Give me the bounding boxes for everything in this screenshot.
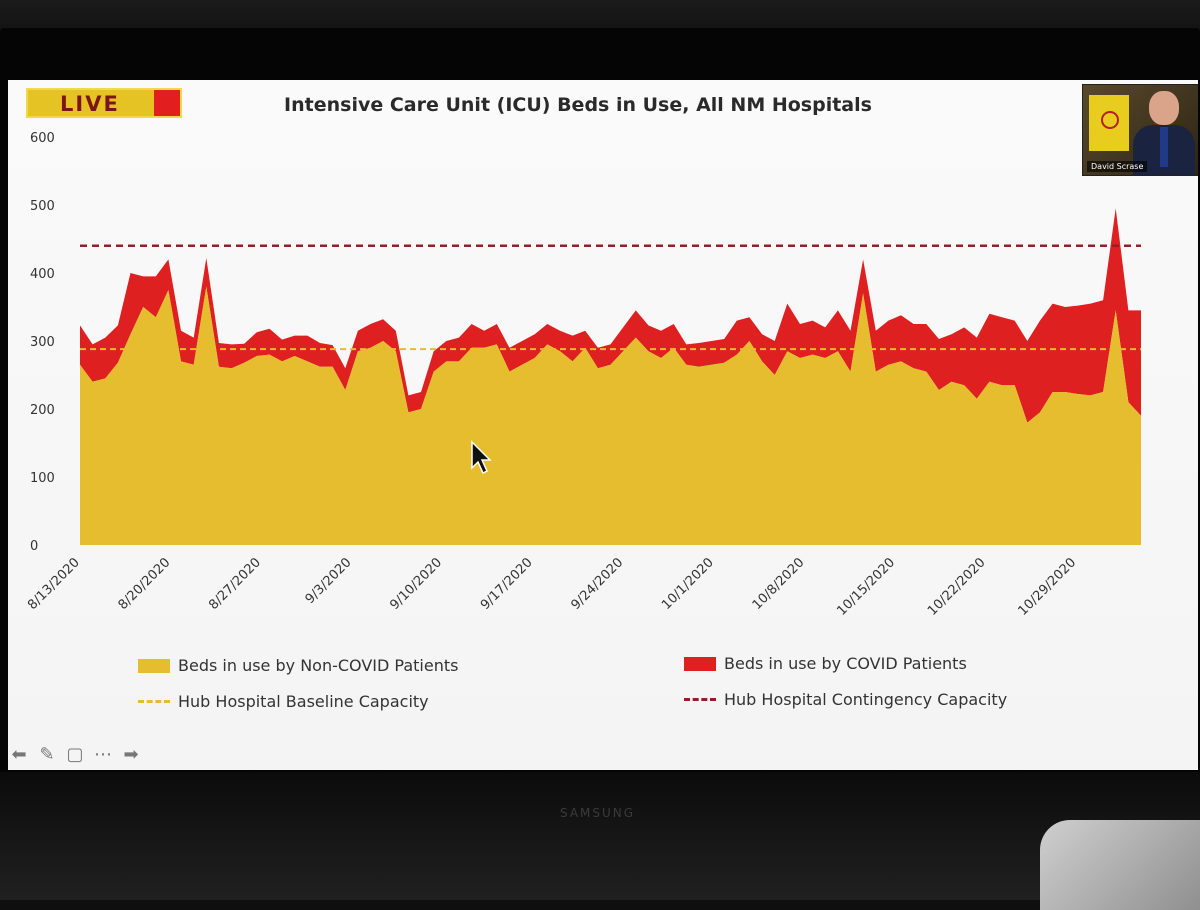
legend-covid: Beds in use by COVID Patients bbox=[684, 654, 967, 673]
legend-baseline-swatch bbox=[138, 700, 170, 703]
x-tick-label-11: 10/29/2020 bbox=[1016, 555, 1080, 619]
subtitles-icon[interactable]: ▢ bbox=[66, 744, 84, 765]
live-badge-red-block bbox=[154, 90, 180, 116]
legend-baseline: Hub Hospital Baseline Capacity bbox=[138, 692, 429, 711]
y-tick-label-6: 600 bbox=[30, 131, 55, 146]
x-tick-label-6: 9/24/2020 bbox=[569, 555, 627, 613]
legend-non-covid-label: Beds in use by Non-COVID Patients bbox=[178, 656, 459, 675]
legend-covid-swatch bbox=[684, 656, 716, 671]
desk-object bbox=[1040, 820, 1200, 910]
x-tick-label-4: 9/10/2020 bbox=[387, 555, 445, 613]
presentation-screen: LIVE Intensive Care Unit (ICU) Beds in U… bbox=[8, 80, 1198, 770]
zia-symbol-icon bbox=[1101, 111, 1119, 129]
x-tick-label-0: 8/13/2020 bbox=[25, 555, 83, 613]
webcam-name-label: David Scrase bbox=[1087, 161, 1148, 172]
legend-baseline-label: Hub Hospital Baseline Capacity bbox=[178, 692, 429, 711]
back-arrow-icon[interactable]: ⬅ bbox=[11, 744, 27, 765]
x-tick-label-8: 10/8/2020 bbox=[750, 555, 808, 613]
legend-non-covid: Beds in use by Non-COVID Patients bbox=[138, 656, 458, 675]
chart-title: Intensive Care Unit (ICU) Beds in Use, A… bbox=[284, 94, 872, 116]
legend-non-covid-swatch bbox=[138, 658, 170, 673]
x-tick-label-9: 10/15/2020 bbox=[834, 555, 898, 619]
x-tick-label-10: 10/22/2020 bbox=[925, 555, 989, 619]
x-tick-label-7: 10/1/2020 bbox=[659, 555, 717, 613]
y-tick-label-2: 200 bbox=[30, 403, 55, 418]
webcam-video-thumbnail[interactable]: David Scrase bbox=[1082, 84, 1198, 176]
non-covid-area-series bbox=[80, 286, 1141, 545]
y-tick-label-4: 400 bbox=[30, 267, 55, 282]
mouse-cursor-icon bbox=[471, 440, 492, 475]
icu-area-chart: 0 100 200 300 400 500 600 8/13/2020 8/20/2020 8/2… bbox=[25, 131, 1141, 619]
monitor-bezel-bottom bbox=[0, 772, 1200, 900]
y-tick-label-5: 500 bbox=[30, 199, 55, 214]
legend-covid-label: Beds in use by COVID Patients bbox=[724, 654, 967, 673]
legend-contingency-label: Hub Hospital Contingency Capacity bbox=[724, 690, 1008, 709]
y-tick-label-3: 300 bbox=[30, 335, 55, 350]
pen-icon[interactable]: ✎ bbox=[39, 744, 55, 765]
slideshow-toolbar: ⬅ ✎ ▢ ⋯ ➡ bbox=[8, 744, 142, 766]
speaker-head bbox=[1149, 91, 1179, 125]
x-tick-label-5: 9/17/2020 bbox=[478, 555, 536, 613]
y-tick-label-1: 100 bbox=[30, 471, 55, 486]
x-tick-label-3: 9/3/2020 bbox=[303, 555, 355, 607]
live-badge-label: LIVE bbox=[60, 92, 120, 116]
y-tick-label-0: 0 bbox=[30, 539, 38, 554]
live-badge: LIVE bbox=[26, 88, 182, 118]
monitor-brand-label: SAMSUNG bbox=[560, 806, 636, 820]
forward-arrow-icon[interactable]: ➡ bbox=[123, 744, 139, 765]
more-icon[interactable]: ⋯ bbox=[94, 744, 112, 765]
speaker-tie bbox=[1160, 127, 1168, 167]
legend-contingency-swatch bbox=[684, 698, 716, 701]
x-tick-label-1: 8/20/2020 bbox=[116, 555, 174, 613]
covid-area-series bbox=[80, 208, 1141, 423]
legend-contingency: Hub Hospital Contingency Capacity bbox=[684, 690, 1007, 709]
x-tick-label-2: 8/27/2020 bbox=[206, 555, 264, 613]
